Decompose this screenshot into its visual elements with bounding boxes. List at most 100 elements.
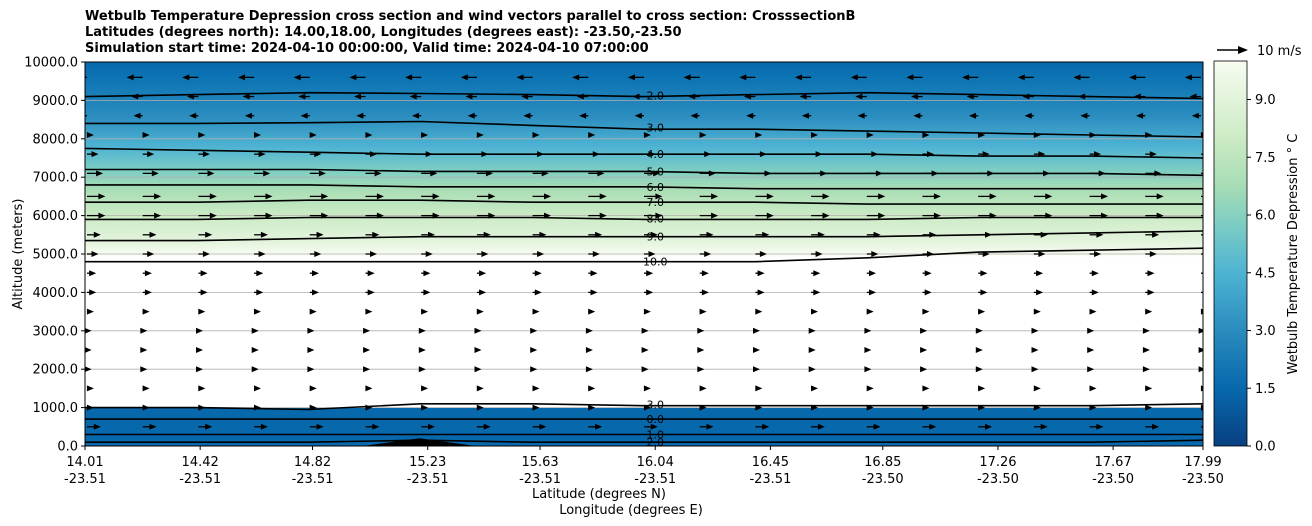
wind-vector-head [699, 308, 707, 315]
wind-vector-head [307, 347, 315, 353]
wind-vector-head [86, 385, 94, 392]
wind-vector-head [367, 289, 375, 296]
wind-vector-head [541, 170, 549, 177]
wind-vector-head [93, 231, 101, 238]
wind-vector-head [418, 347, 426, 353]
wind-vector-head [650, 231, 658, 238]
wind-vector-head [432, 212, 440, 219]
x-tick-label-lon: -23.51 [519, 472, 561, 487]
wind-vector-head [483, 423, 491, 430]
wind-vector-head [1145, 404, 1153, 411]
wind-vector-head [476, 404, 484, 411]
wind-vector-head [811, 385, 818, 392]
y-tick-label: 10000.0 [24, 56, 78, 71]
x-tick-label-lon: -23.50 [977, 472, 1019, 487]
wind-vector-head [71, 74, 78, 80]
wind-vector-head [372, 423, 380, 430]
x-tick-label-lat: 17.67 [1095, 455, 1132, 470]
wind-vector-head [933, 212, 941, 219]
contour-label: 9.0 [646, 231, 664, 244]
wind-vector-head [688, 93, 696, 100]
contour-label: 7.0 [646, 196, 664, 209]
wind-vector-head [764, 170, 772, 177]
chart-title-line-3: Simulation start time: 2024-04-10 00:00:… [85, 41, 649, 56]
wind-vector-head [409, 93, 417, 100]
wind-vector-head [697, 347, 705, 353]
x-axis-label-longitude: Longitude (degrees E) [559, 503, 703, 518]
contour-line [85, 230, 1203, 242]
wind-vector-head [850, 74, 858, 81]
wind-vector-head [481, 151, 489, 158]
wind-vector-head [646, 270, 654, 277]
wind-vector-head [1087, 347, 1095, 353]
wind-vector-head [597, 170, 605, 177]
x-tick-label-lon: -23.51 [407, 472, 449, 487]
wind-vector-head [1031, 366, 1039, 373]
wind-vector-head [864, 347, 872, 353]
wind-vector-head [356, 112, 364, 119]
wind-vector-head [1149, 251, 1157, 257]
wind-vector-head [367, 270, 375, 277]
wind-vector-head [627, 74, 635, 81]
wind-vector-head [534, 270, 542, 277]
wind-vector-head [418, 366, 426, 373]
wind-vector-head [753, 327, 760, 334]
wind-vector-head [978, 385, 986, 392]
wind-vector-head [913, 112, 921, 119]
x-tick-label-lon: -23.51 [634, 472, 676, 487]
wind-vector-head [1096, 423, 1104, 430]
wind-vector-head [312, 270, 319, 277]
wind-vector-head [1036, 289, 1044, 296]
wind-vector-head [855, 93, 863, 100]
wind-vector-head [186, 93, 194, 100]
wind-vector-head [801, 112, 809, 119]
x-tick-label-lat: 17.99 [1184, 455, 1221, 470]
wind-vector-head [521, 93, 529, 100]
wind-vector-head [370, 251, 377, 257]
y-tick-label: 4000.0 [33, 286, 79, 301]
colorbar-tick-label: 4.5 [1255, 266, 1276, 281]
wind-vector-head [133, 112, 141, 119]
wind-vector-head [924, 270, 932, 277]
wind-vector-head [530, 347, 538, 353]
wind-vector-head [704, 151, 712, 158]
x-tick-label-lon: -23.51 [179, 472, 221, 487]
wind-vector-head [643, 308, 651, 315]
wind-vector-head [653, 170, 661, 177]
wind-vector-head [1206, 251, 1213, 257]
wind-vector-head [1089, 385, 1097, 392]
y-axis: 0.0 1000.0 2000.0 3000.0 4000.0 5000.0 6000.0 7… [24, 56, 85, 455]
wind-vector-head [142, 385, 150, 392]
wind-vector-head [1089, 131, 1097, 138]
wind-vector-head [370, 151, 377, 158]
wind-vector-head [238, 74, 245, 81]
wind-vector-head [244, 112, 252, 119]
wind-vector-head [875, 170, 883, 177]
wind-vector-head [316, 231, 324, 238]
wind-vector-head [98, 212, 106, 219]
wind-vector-head [866, 404, 874, 411]
y-axis-label: Altitude (meters) [11, 199, 26, 310]
wind-vector-head [251, 366, 259, 373]
wind-vector-head [706, 423, 714, 430]
wind-vector-head [1200, 308, 1203, 315]
wind-vector-head [405, 74, 413, 81]
wind-vector-head [534, 289, 542, 296]
wind-vector-head [258, 151, 266, 158]
wind-vector-head [966, 93, 974, 100]
contour-line [85, 184, 1203, 190]
wind-vector-head [641, 366, 649, 373]
wind-vector-head [365, 385, 373, 392]
wind-vector-head [585, 347, 593, 353]
wind-vector-head [922, 404, 930, 411]
wind-vector-head [516, 74, 524, 81]
wind-vector-head [198, 131, 206, 138]
wind-vector-head [1142, 366, 1150, 373]
wind-vector-head [911, 93, 918, 100]
wind-vector-head [820, 170, 828, 177]
wind-vector-head [590, 270, 598, 277]
wind-vector-head [1147, 270, 1155, 277]
wind-vector-head [198, 308, 206, 315]
wind-vector-head [762, 423, 770, 430]
